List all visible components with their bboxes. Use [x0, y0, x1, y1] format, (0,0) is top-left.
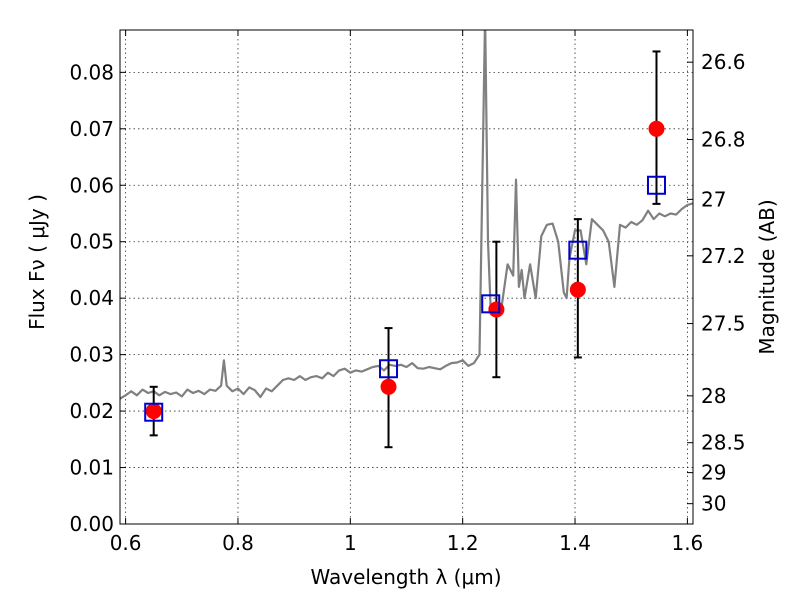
spectrum-layer: [120, 30, 693, 400]
model-point: [646, 175, 666, 195]
right-tick-label: 27.2: [701, 244, 746, 268]
y-tick-label: 0.06: [69, 173, 114, 197]
y-tick-label: 0.05: [69, 230, 114, 254]
y-tick-label: 0.07: [69, 117, 114, 141]
x-tick-label: 1.6: [671, 531, 703, 555]
tick-layer: [120, 30, 693, 525]
y-tick-label: 0.04: [69, 286, 114, 310]
y-tick-label: 0.02: [69, 399, 114, 423]
spectrum-line: [120, 30, 693, 400]
observed-point: [569, 281, 586, 298]
observed-point: [488, 301, 505, 318]
x-axis-label: Wavelength λ (μm): [310, 565, 501, 589]
right-axis-label: Magnitude (AB): [755, 199, 779, 354]
observed-point: [145, 403, 162, 420]
right-tick-label: 29: [701, 461, 726, 485]
model-point: [144, 402, 164, 422]
x-tick-label: 1.2: [447, 531, 479, 555]
model-point: [568, 240, 588, 260]
right-tick-label: 28.5: [701, 431, 746, 455]
model-point: [379, 359, 399, 379]
right-tick-label: 26.8: [701, 128, 746, 152]
right-tick-label: 30: [701, 492, 726, 516]
observed-point: [380, 378, 397, 395]
observed-layer: [145, 120, 665, 420]
y-tick-label: 0.00: [69, 512, 114, 536]
right-tick-label: 26.6: [701, 50, 746, 74]
observed-point: [648, 120, 665, 137]
y-axis-label: Flux Fν ( μJy ): [25, 194, 49, 330]
x-tick-label: 0.6: [110, 531, 142, 555]
x-tick-label: 1.4: [559, 531, 591, 555]
y-tick-label: 0.08: [69, 60, 114, 84]
right-tick-label: 27.5: [701, 312, 746, 336]
grid-layer: [120, 30, 693, 525]
model-layer: [144, 175, 666, 422]
model-point: [481, 294, 501, 314]
y-tick-label: 0.03: [69, 343, 114, 367]
right-tick-label: 28: [701, 384, 726, 408]
plot-frame: [119, 29, 694, 525]
y-tick-label: 0.01: [69, 456, 114, 480]
x-tick-label: 1: [344, 531, 357, 555]
right-tick-label: 27: [701, 187, 726, 211]
x-tick-label: 0.8: [222, 531, 254, 555]
label-layer: 0.6 0.8 1 1.2 1.4 1.6 0.00 0.01 0.02 0.03 0.04 0.05…: [69, 50, 745, 555]
